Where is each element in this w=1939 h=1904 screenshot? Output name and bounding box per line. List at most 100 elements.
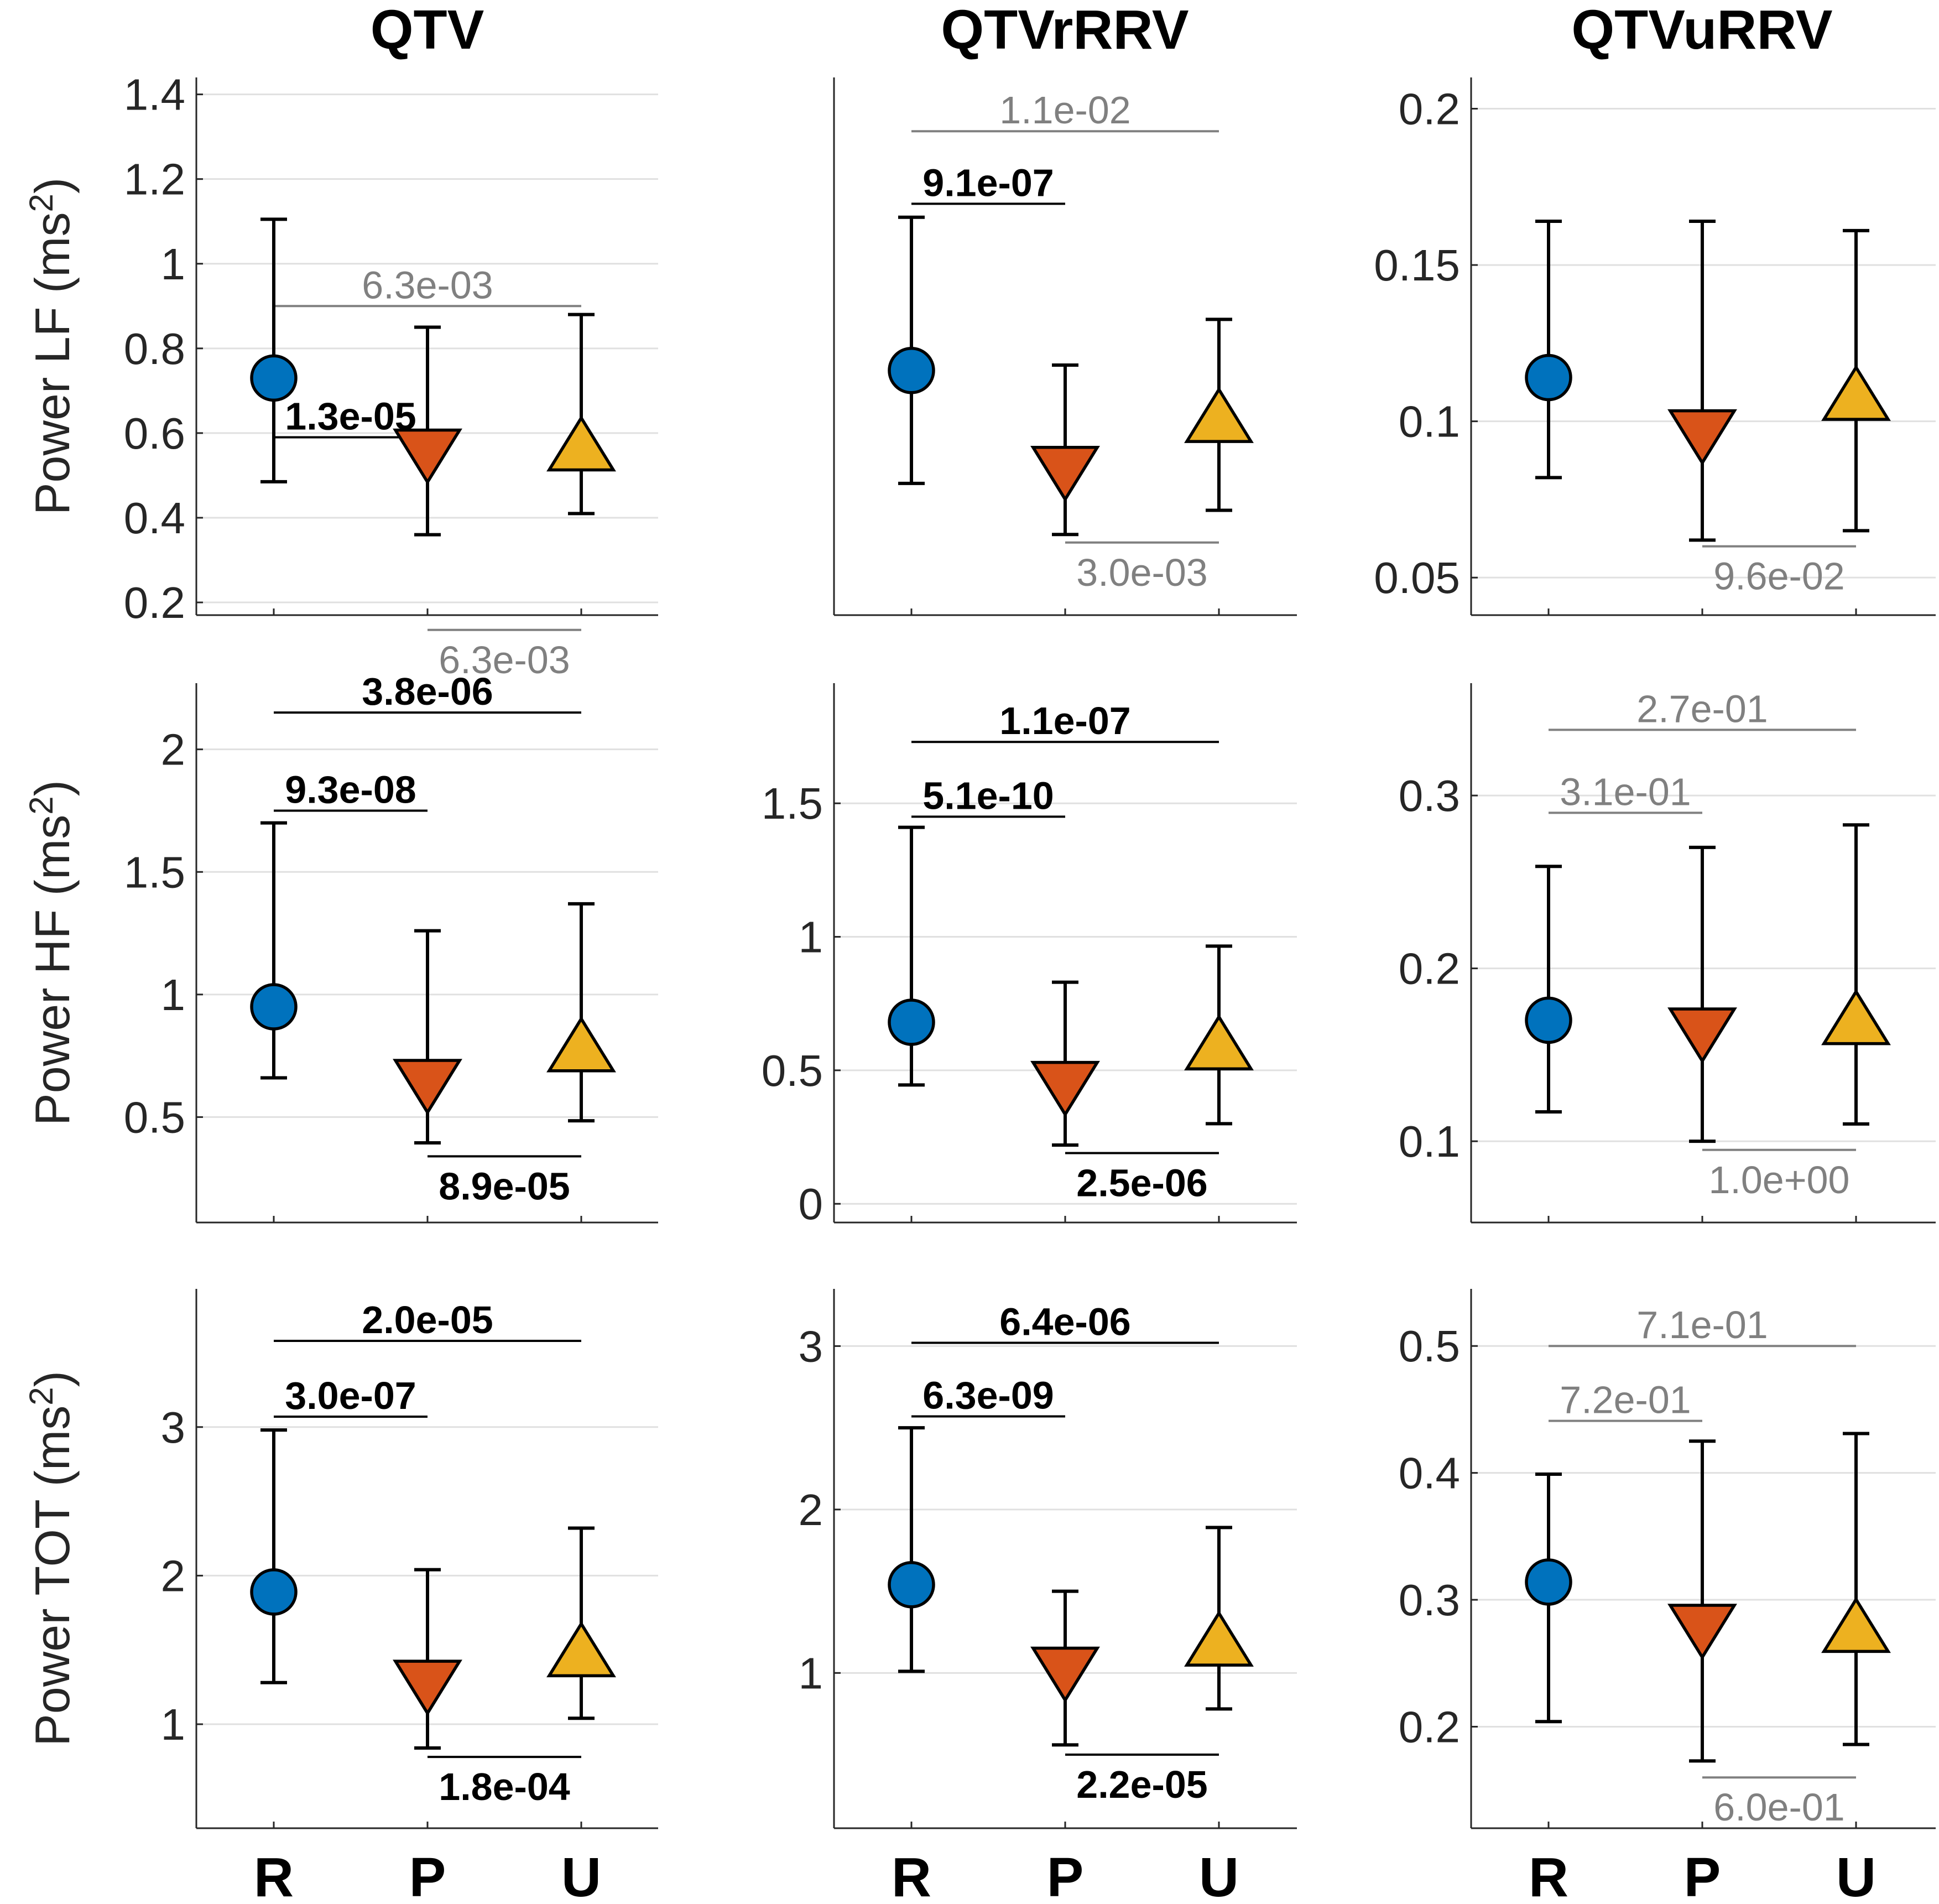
marker-R — [250, 354, 298, 402]
marker-R — [888, 346, 935, 394]
pvalue-label: 6.3e-03 — [439, 638, 570, 682]
pvalue-label: 1.1e-07 — [999, 699, 1130, 742]
pvalue-label: 3.0e-03 — [1076, 551, 1207, 594]
y-tick-label: 1.5 — [124, 847, 185, 897]
panel-r1-c0: 0.5 1 1.5 2 3.8e-06 9.3e-08 8.9e-05 — [124, 670, 658, 1224]
panels: 0.20.40.60.811.21.46.3e-031.3e-056.3e-03… — [124, 70, 1936, 1829]
x-category-R: R — [254, 1846, 294, 1904]
marker-R — [888, 1561, 935, 1609]
y-tick-label: 0.15 — [1374, 241, 1460, 290]
marker-U — [546, 1621, 616, 1678]
row-ylabels: Power LF (ms2)Power HF (ms2)Power TOT (m… — [23, 178, 80, 1746]
marker-R — [888, 998, 935, 1046]
panel-r2-c2: 0.2 0.3 0.4 0.5 7.1e-01 7.2e-01 6.0e-01 — [1399, 1289, 1936, 1829]
y-tick-label: 1 — [161, 240, 186, 289]
y-axis-label-main: Power LF (ms — [25, 212, 80, 516]
y-axis-label: Power TOT (ms2) — [23, 1371, 80, 1746]
y-tick-label: 0.2 — [1399, 944, 1460, 993]
y-axis-label-superscript: 2 — [23, 1387, 60, 1405]
x-category-P: P — [409, 1846, 446, 1904]
y-tick-label: 0 — [799, 1179, 823, 1229]
y-tick-label: 3 — [161, 1403, 186, 1452]
marker-P — [393, 428, 462, 485]
marker-U — [546, 415, 616, 472]
marker-U — [1184, 1610, 1254, 1667]
marker-P — [393, 1660, 462, 1716]
marker-P — [393, 1059, 462, 1116]
y-axis-label-superscript: 2 — [23, 194, 60, 212]
y-tick-label: 0.1 — [1399, 397, 1460, 446]
marker-R — [1525, 1558, 1572, 1606]
marker-P — [1667, 409, 1737, 466]
y-tick-label: 0.1 — [1399, 1117, 1460, 1166]
marker-P — [1030, 1060, 1100, 1117]
x-category-R: R — [1529, 1846, 1568, 1904]
pvalue-label: 5.1e-10 — [922, 774, 1054, 817]
y-tick-label: 0.8 — [124, 324, 185, 373]
marker-P — [1030, 445, 1100, 502]
x-category-U: U — [1836, 1846, 1876, 1904]
pvalue-label: 8.9e-05 — [439, 1164, 570, 1208]
y-tick-label: 1 — [161, 1700, 186, 1749]
x-category-R: R — [892, 1846, 931, 1904]
y-tick-label: 2 — [799, 1485, 823, 1534]
y-tick-label: 1 — [161, 970, 186, 1019]
pvalue-label: 1.1e-02 — [999, 89, 1130, 132]
y-axis-label-main: Power TOT (ms — [25, 1406, 80, 1746]
y-tick-label: 0.2 — [124, 578, 185, 627]
y-tick-label: 1 — [799, 913, 823, 962]
column-title: QTV — [371, 0, 484, 61]
y-axis-label: Power HF (ms2) — [23, 780, 80, 1126]
marker-U — [1821, 364, 1891, 421]
pvalue-label: 7.2e-01 — [1560, 1378, 1691, 1422]
column-title: QTVrRRV — [941, 0, 1189, 61]
pvalue-label: 7.1e-01 — [1636, 1303, 1768, 1346]
x-category-P: P — [1684, 1846, 1721, 1904]
marker-R — [250, 1568, 298, 1616]
y-tick-label: 2 — [161, 1551, 186, 1600]
pvalue-label: 2.0e-05 — [362, 1298, 493, 1341]
marker-U — [1821, 1596, 1891, 1653]
x-category-U: U — [1199, 1846, 1239, 1904]
panel-r0-c0: 0.20.40.60.811.21.46.3e-031.3e-056.3e-03 — [124, 70, 658, 682]
x-category-U: U — [561, 1846, 601, 1904]
y-axis-label-superscript: 2 — [23, 796, 60, 814]
y-tick-label: 1.4 — [124, 70, 185, 119]
marker-U — [1184, 386, 1254, 443]
y-axis-label-main: Power HF (ms — [25, 815, 80, 1126]
y-tick-label: 0.3 — [1399, 771, 1460, 820]
pvalue-label: 2.2e-05 — [1076, 1763, 1207, 1806]
column-titles: QTV QTVrRRV QTVuRRV — [371, 0, 1833, 61]
pvalue-label: 1.0e+00 — [1709, 1158, 1850, 1201]
marker-U — [1821, 989, 1891, 1045]
y-tick-label: 0.3 — [1399, 1575, 1460, 1625]
pvalue-label: 2.5e-06 — [1076, 1162, 1207, 1205]
pvalue-label: 6.3e-03 — [362, 263, 493, 306]
y-tick-label: 0.2 — [1399, 1702, 1460, 1751]
y-tick-label: 1.2 — [124, 155, 185, 204]
y-tick-label: 0.6 — [124, 409, 185, 458]
panel-r2-c0: 1 2 3 2.0e-05 3.0e-07 1.8e-04 — [161, 1289, 658, 1829]
panel-r0-c1: 1.1e-02 9.1e-07 3.0e-03 — [833, 77, 1297, 616]
pvalue-label: 3.0e-07 — [285, 1374, 416, 1417]
y-tick-label: 0.5 — [1399, 1322, 1460, 1371]
panel-r1-c1: 0 0.5 1 1.5 1.1e-07 5.1e-10 2.5e-06 — [762, 683, 1297, 1229]
pvalue-label: 9.1e-07 — [922, 161, 1054, 204]
panel-r2-c1: 1 2 3 6.4e-06 6.3e-09 2.2e-05 — [799, 1289, 1297, 1829]
marker-P — [1667, 1007, 1737, 1064]
pvalue-label: 1.8e-04 — [439, 1765, 570, 1808]
pvalue-label: 6.4e-06 — [999, 1300, 1130, 1344]
pvalue-label: 6.0e-01 — [1713, 1786, 1844, 1829]
pvalue-label: 3.1e-01 — [1560, 770, 1691, 813]
marker-P — [1030, 1646, 1100, 1703]
marker-P — [1667, 1604, 1737, 1661]
x-category-P: P — [1047, 1846, 1084, 1904]
marker-U — [1184, 1014, 1254, 1071]
y-axis-label-close: ) — [25, 1371, 80, 1387]
y-tick-label: 0.05 — [1374, 553, 1460, 602]
y-tick-label: 0.4 — [1399, 1449, 1460, 1498]
pvalue-label: 2.7e-01 — [1636, 687, 1768, 730]
marker-R — [1525, 353, 1572, 402]
